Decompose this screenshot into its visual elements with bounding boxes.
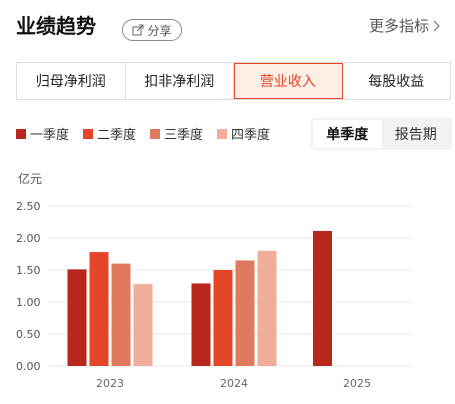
metric-tabs: 归母净利润 扣非净利润 营业收入 每股收益 xyxy=(16,62,451,100)
mode-single-quarter-button[interactable]: 单季度 xyxy=(313,120,382,148)
legend-swatch-q3 xyxy=(150,128,161,139)
legend-item-q1: 一季度 xyxy=(16,124,69,143)
y-tick-label: 2.00 xyxy=(16,232,41,245)
x-tick-label: 2024 xyxy=(220,377,248,390)
bar-2023-q1 xyxy=(67,269,87,366)
share-button[interactable]: 分享 xyxy=(122,19,182,41)
legend-item-q4: 四季度 xyxy=(217,124,270,143)
x-tick-label: 2023 xyxy=(96,377,124,390)
y-tick-label: 1.00 xyxy=(16,296,41,309)
chart-legend: 一季度 二季度 三季度 四季度 xyxy=(16,124,270,143)
y-tick-label: 1.50 xyxy=(16,264,41,277)
bar-2024-q3 xyxy=(235,260,255,366)
bar-2024-q4 xyxy=(257,250,277,366)
legend-label-q1: 一季度 xyxy=(30,128,70,143)
legend-swatch-q4 xyxy=(217,128,228,139)
bar-2024-q1 xyxy=(191,283,211,366)
mode-report-period-button[interactable]: 报告期 xyxy=(394,127,437,143)
legend-item-q3: 三季度 xyxy=(150,124,203,143)
bar-2024-q2 xyxy=(213,270,233,366)
legend-label-q3: 三季度 xyxy=(164,128,204,143)
legend-swatch-q1 xyxy=(16,128,26,139)
page-title: 业绩趋势 xyxy=(16,14,96,38)
share-icon xyxy=(132,24,144,36)
bar-2025-q1 xyxy=(313,230,332,366)
legend-label-q4: 四季度 xyxy=(231,128,271,143)
more-metrics-link[interactable]: 更多指标 xyxy=(369,15,441,36)
chevron-right-icon xyxy=(433,20,440,31)
tab-revenue[interactable]: 营业收入 xyxy=(234,63,343,99)
tab-eps[interactable]: 每股收益 xyxy=(368,74,425,90)
period-mode-toggle: 单季度 报告期 xyxy=(311,118,452,150)
y-axis-unit: 亿元 xyxy=(18,172,43,186)
y-tick-label: 0.00 xyxy=(16,360,41,373)
tab-net-profit[interactable]: 归母净利润 xyxy=(17,63,126,99)
bar-2023-q4 xyxy=(133,284,153,366)
bar-2023-q2 xyxy=(89,252,109,366)
legend-label-q2: 二季度 xyxy=(97,128,137,143)
share-label: 分享 xyxy=(147,23,172,38)
x-tick-label: 2025 xyxy=(343,377,371,390)
more-metrics-label: 更多指标 xyxy=(368,17,429,35)
y-tick-label: 2.50 xyxy=(16,200,41,213)
tab-deducted-net-profit[interactable]: 扣非净利润 xyxy=(126,63,234,99)
y-tick-label: 0.50 xyxy=(16,328,41,341)
legend-item-q2: 二季度 xyxy=(83,124,136,143)
bar-2023-q3 xyxy=(111,263,131,366)
legend-swatch-q2 xyxy=(83,128,94,139)
